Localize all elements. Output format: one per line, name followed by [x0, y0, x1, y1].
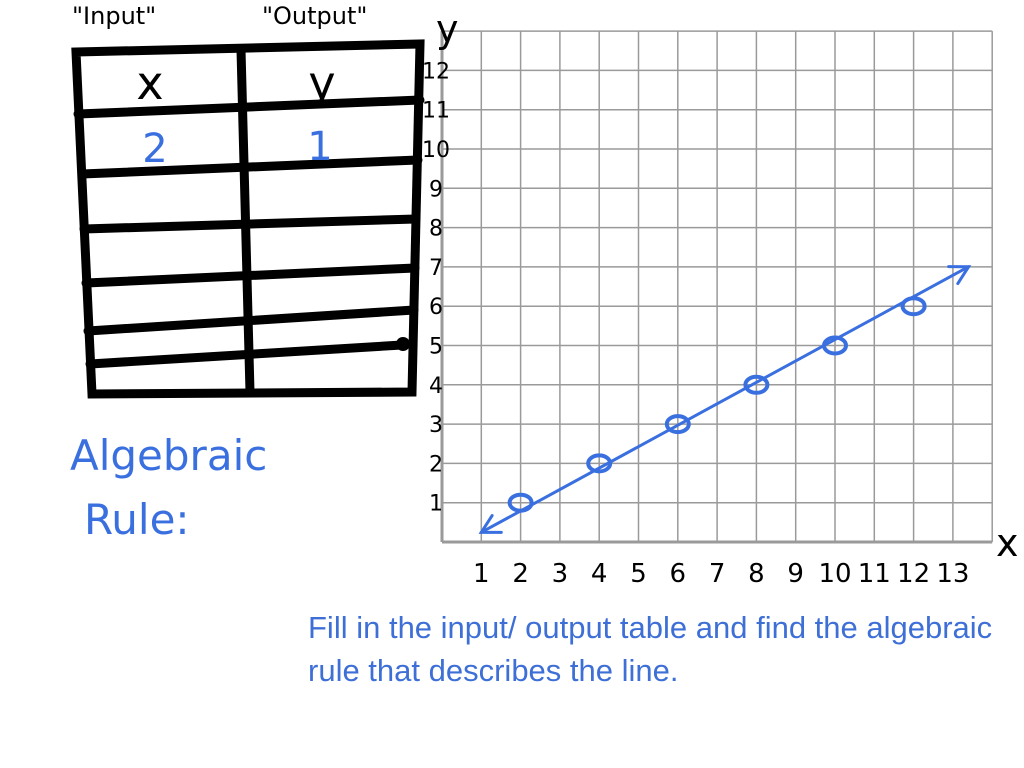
- output-heading: "Output": [262, 2, 367, 30]
- table-rows: 2 1: [142, 124, 332, 172]
- x-axis-label: x: [996, 521, 1019, 565]
- input-output-table: "Input" "Output" x y 2 1: [71, 2, 425, 399]
- x-tick-labels: 1 2 3 4 5 6 7 8 9 10 11 12 13: [473, 559, 969, 589]
- y-tick-label: 4: [429, 374, 443, 399]
- x-tick-label: 1: [473, 559, 490, 589]
- x-tick-label: 4: [591, 559, 608, 589]
- data-point: [586, 453, 613, 474]
- data-point: [822, 335, 848, 356]
- table-grid: [71, 39, 425, 399]
- arrowhead-right: [947, 265, 972, 286]
- y-tick-label: 7: [429, 256, 443, 281]
- input-heading: "Input": [72, 2, 156, 30]
- y-tick-label: 6: [429, 295, 443, 320]
- y-tick-label: 3: [429, 413, 443, 438]
- x-tick-label: 13: [936, 559, 969, 589]
- y-tick-label: 5: [429, 335, 443, 360]
- x-tick-label: 5: [630, 559, 647, 589]
- y-tick-label: 10: [422, 138, 450, 163]
- table-cell-y[interactable]: 1: [307, 124, 332, 170]
- y-tick-label: 8: [429, 217, 443, 242]
- x-tick-label: 11: [858, 559, 891, 589]
- y-column-header: y: [308, 56, 335, 110]
- algebraic-rule: Algebraic Rule:: [70, 431, 267, 544]
- y-tick-label: 2: [429, 452, 443, 477]
- data-point: [900, 296, 927, 317]
- x-tick-label: 12: [897, 559, 930, 589]
- x-tick-label: 2: [512, 559, 529, 589]
- table-cell-x[interactable]: 2: [142, 126, 167, 172]
- y-tick-label: 11: [422, 99, 450, 124]
- algebraic-rule-line2: Rule:: [84, 495, 190, 544]
- x-tick-label: 10: [818, 559, 851, 589]
- data-point: [664, 414, 691, 435]
- data-point: [507, 492, 534, 513]
- x-column-header: x: [136, 56, 163, 110]
- graph-points: [507, 296, 927, 513]
- arrowhead-left: [478, 514, 503, 534]
- x-tick-label: 7: [709, 559, 726, 589]
- y-tick-label: 1: [429, 492, 443, 517]
- graph-line: [478, 265, 972, 534]
- algebraic-rule-line1: Algebraic: [70, 431, 267, 480]
- x-tick-label: 9: [787, 559, 804, 589]
- graph-grid: [440, 30, 993, 544]
- y-tick-label: 12: [422, 59, 450, 84]
- y-tick-label: 9: [429, 177, 443, 202]
- y-axis-label: y: [436, 7, 459, 51]
- x-tick-label: 6: [670, 559, 687, 589]
- x-tick-label: 8: [748, 559, 765, 589]
- instructions-text: Fill in the input/ output table and find…: [308, 610, 993, 688]
- rule-line: [479, 265, 971, 534]
- x-tick-label: 3: [552, 559, 569, 589]
- data-point: [743, 374, 770, 395]
